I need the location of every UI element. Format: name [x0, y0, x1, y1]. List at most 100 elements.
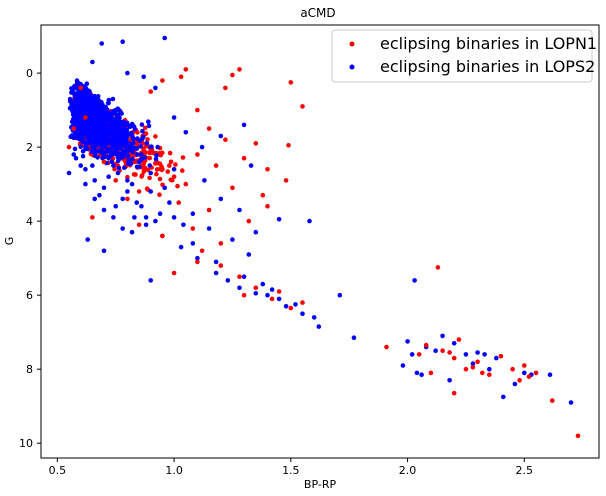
data-point-lopn1	[241, 155, 247, 161]
data-point-lops2	[568, 400, 574, 405]
data-point-lops2	[148, 278, 153, 283]
data-point-lopn1	[230, 185, 235, 191]
data-point-lops2	[117, 140, 122, 146]
data-point-lops2	[246, 252, 252, 257]
x-tick-label: 2.0	[399, 464, 417, 477]
data-point-lops2	[80, 102, 86, 108]
data-point-lops2	[98, 132, 103, 138]
data-point-lops2	[253, 229, 259, 235]
data-point-lops2	[93, 124, 98, 130]
data-point-lopn1	[237, 274, 242, 280]
data-point-lops2	[111, 151, 116, 157]
data-point-lops2	[80, 110, 86, 116]
data-point-lopn1	[113, 178, 118, 183]
data-point-lopn1	[195, 259, 200, 265]
data-point-lops2	[99, 119, 104, 124]
data-point-lops2	[128, 145, 134, 151]
data-point-lopn1	[575, 433, 581, 439]
data-point-lops2	[109, 131, 115, 137]
data-point-lops2	[115, 170, 121, 176]
data-point-lopn1	[265, 167, 270, 172]
data-point-lops2	[98, 100, 103, 106]
data-point-lopn1	[157, 176, 163, 182]
data-point-lops2	[494, 355, 499, 361]
data-point-lops2	[92, 196, 97, 202]
data-point-lopn1	[463, 366, 469, 372]
data-point-lops2	[153, 85, 158, 91]
x-axis-label: BP-RP	[304, 478, 337, 491]
data-point-lopn1	[288, 80, 294, 85]
data-point-lops2	[512, 381, 518, 387]
data-point-lops2	[253, 291, 259, 296]
data-point-lops2	[90, 59, 95, 65]
data-point-lopn1	[154, 171, 159, 177]
data-point-lops2	[108, 111, 114, 116]
data-point-lops2	[118, 136, 123, 141]
data-point-lopn1	[160, 233, 165, 239]
data-point-lops2	[102, 110, 108, 116]
data-point-lops2	[88, 135, 94, 140]
data-point-lopn1	[300, 104, 305, 109]
data-point-lopn1	[218, 263, 224, 268]
data-point-lops2	[113, 204, 118, 209]
data-point-lopn1	[522, 363, 527, 368]
data-point-lopn1	[78, 85, 83, 91]
data-point-lops2	[122, 165, 127, 170]
data-point-lopn1	[155, 160, 160, 166]
data-point-lops2	[72, 146, 78, 152]
data-point-lopn1	[167, 150, 173, 156]
x-tick-label: 1.5	[282, 464, 300, 477]
data-point-lops2	[213, 259, 219, 265]
data-point-lopn1	[475, 359, 480, 365]
data-point-lopn1	[223, 85, 228, 91]
data-point-lops2	[109, 159, 115, 165]
x-tick-label: 1.0	[165, 464, 183, 477]
data-point-lops2	[199, 144, 205, 150]
data-point-lops2	[547, 372, 553, 378]
data-point-lopn1	[550, 398, 555, 403]
data-point-lops2	[99, 41, 104, 46]
data-point-lops2	[414, 370, 420, 376]
data-point-lops2	[78, 163, 83, 168]
data-point-lops2	[120, 122, 125, 128]
data-point-lops2	[181, 222, 186, 228]
data-point-lops2	[154, 153, 159, 158]
data-point-lops2	[84, 99, 90, 105]
data-point-lops2	[124, 127, 130, 133]
data-point-lops2	[113, 107, 118, 113]
data-point-lops2	[79, 91, 84, 97]
data-point-lopn1	[173, 162, 178, 167]
data-point-lops2	[75, 126, 80, 132]
data-point-lops2	[76, 115, 81, 121]
plot-frame	[40, 24, 600, 459]
data-point-lops2	[101, 185, 107, 191]
data-point-lops2	[134, 146, 140, 151]
data-point-lops2	[167, 200, 172, 205]
data-point-lopn1	[178, 74, 184, 80]
data-point-lopn1	[180, 155, 186, 160]
data-point-lops2	[113, 120, 118, 126]
data-point-lops2	[72, 107, 78, 113]
data-point-lopn1	[147, 155, 152, 161]
data-point-lops2	[463, 352, 469, 357]
data-point-lops2	[111, 163, 116, 168]
data-point-lops2	[72, 83, 77, 89]
data-point-lops2	[88, 118, 93, 124]
data-point-lopn1	[416, 352, 422, 357]
data-point-lops2	[419, 372, 424, 378]
data-point-lops2	[120, 152, 125, 157]
data-point-lops2	[100, 126, 105, 131]
legend-marker-lopn1	[349, 41, 355, 47]
data-point-lops2	[120, 39, 125, 44]
data-point-lops2	[206, 226, 212, 231]
data-point-lopn1	[223, 137, 228, 142]
data-point-lops2	[79, 128, 84, 133]
data-point-lops2	[101, 207, 107, 213]
data-point-lops2	[83, 90, 89, 95]
data-point-lops2	[78, 81, 83, 87]
data-point-lops2	[409, 352, 415, 357]
data-point-lopn1	[90, 215, 95, 220]
data-point-lopn1	[423, 342, 429, 348]
data-point-lopn1	[440, 348, 445, 354]
data-point-lops2	[81, 97, 86, 103]
